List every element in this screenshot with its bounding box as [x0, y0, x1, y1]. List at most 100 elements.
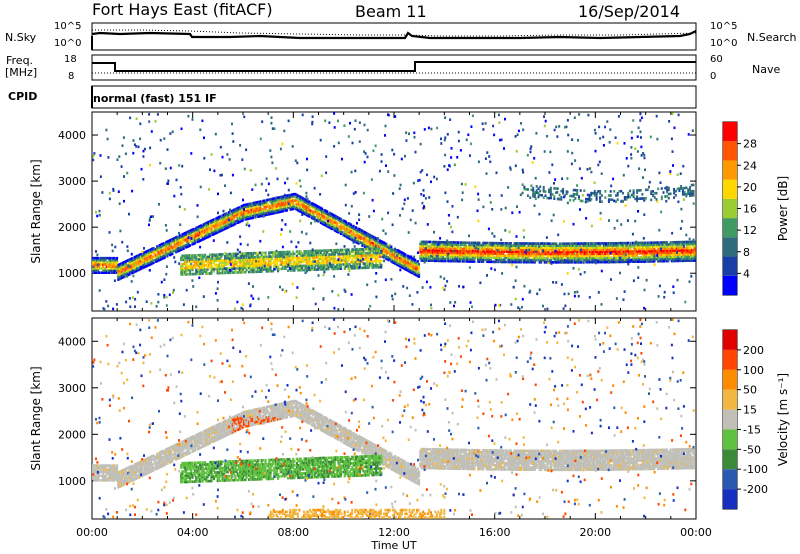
power-cell — [151, 262, 154, 265]
velocity-cell — [497, 463, 500, 467]
power-cell — [279, 208, 282, 211]
velocity-cell — [508, 457, 511, 461]
power-cell — [191, 236, 194, 240]
velocity-cell — [284, 407, 287, 411]
velocity-cell — [134, 462, 137, 466]
power-cell — [502, 252, 505, 255]
power-cell — [508, 258, 511, 262]
power-cell — [144, 252, 148, 256]
velocity-cell — [509, 459, 512, 463]
velocity-cell — [284, 410, 287, 413]
power-cell — [397, 249, 400, 253]
velocity-cell — [127, 476, 130, 480]
power-cell — [445, 245, 448, 248]
velocity-cell — [294, 404, 297, 407]
power-cell — [285, 198, 288, 202]
velocity-cell — [188, 445, 192, 448]
power-cell — [104, 271, 107, 274]
power-cell — [527, 260, 530, 264]
power-cell — [339, 232, 343, 236]
velocity-cell — [390, 455, 393, 458]
power-cell — [407, 257, 410, 260]
power-cell — [153, 250, 156, 254]
velocity-cell — [465, 467, 468, 471]
power-cell — [400, 253, 403, 256]
power-cell — [214, 219, 217, 223]
velocity-cell — [512, 468, 515, 471]
power-cell — [475, 256, 478, 259]
power-cell — [443, 245, 446, 248]
power-cell — [414, 269, 417, 272]
velocity-cell — [102, 464, 105, 467]
velocity-cell — [400, 469, 403, 472]
velocity-cell — [416, 480, 419, 483]
power-cell — [283, 207, 286, 211]
power-cell — [445, 251, 448, 254]
velocity-cell — [521, 464, 524, 467]
velocity-cell — [516, 468, 519, 471]
velocity-cell — [421, 447, 424, 451]
power-cell — [440, 251, 443, 254]
power-cell — [480, 245, 483, 249]
velocity-cell — [507, 453, 510, 457]
power-cell — [187, 234, 190, 237]
velocity-cell — [302, 416, 305, 420]
velocity-cell — [202, 432, 205, 435]
power-cell — [420, 242, 423, 246]
power-cell — [220, 227, 223, 230]
velocity-cell — [231, 416, 234, 419]
velocity-cell — [254, 418, 257, 422]
power-cell — [501, 254, 504, 257]
power-cell — [279, 206, 282, 209]
power-cell — [511, 250, 514, 253]
power-cell — [154, 258, 158, 261]
power-cell — [326, 210, 329, 213]
velocity-cell — [264, 414, 267, 418]
power-cell — [463, 258, 466, 261]
power-cell — [410, 262, 413, 266]
velocity-cell — [518, 468, 521, 471]
power-cell — [470, 251, 473, 255]
velocity-cell — [293, 399, 296, 403]
power-cell — [401, 264, 404, 267]
velocity-cell — [439, 458, 442, 462]
power-cell — [258, 200, 261, 204]
power-cell — [519, 244, 522, 247]
velocity-cell — [392, 458, 395, 462]
power-cell — [438, 249, 441, 252]
power-cell — [249, 204, 252, 208]
velocity-cell — [119, 476, 122, 479]
velocity-cell — [526, 468, 529, 471]
power-cell — [344, 220, 348, 224]
velocity-cell — [165, 456, 168, 460]
velocity-cell — [236, 420, 239, 423]
velocity-cell — [523, 466, 526, 469]
velocity-cell — [195, 433, 198, 437]
power-cell — [141, 260, 144, 264]
velocity-cell — [435, 467, 438, 470]
velocity-cell — [271, 406, 275, 410]
velocity-cell — [470, 465, 473, 469]
power-cell — [441, 251, 444, 254]
power-cell — [199, 231, 202, 234]
power-cell — [463, 245, 466, 249]
power-cell — [317, 217, 320, 221]
velocity-cell — [316, 415, 319, 419]
velocity-cell — [433, 450, 436, 453]
velocity-cell — [429, 464, 432, 468]
velocity-cell — [102, 470, 105, 474]
power-cell — [207, 229, 210, 232]
power-cell — [512, 260, 515, 264]
power-cell — [288, 200, 291, 203]
velocity-cell — [438, 448, 441, 451]
velocity-cell — [474, 457, 477, 460]
power-cell — [503, 246, 506, 249]
velocity-cell — [246, 420, 249, 424]
velocity-cell — [392, 466, 395, 470]
power-cell — [119, 277, 122, 280]
velocity-cell — [406, 470, 409, 473]
nave-tick-bottom: 0 — [710, 71, 717, 82]
velocity-cell — [119, 482, 122, 486]
power-cell — [245, 217, 248, 221]
power-cell — [415, 261, 418, 265]
